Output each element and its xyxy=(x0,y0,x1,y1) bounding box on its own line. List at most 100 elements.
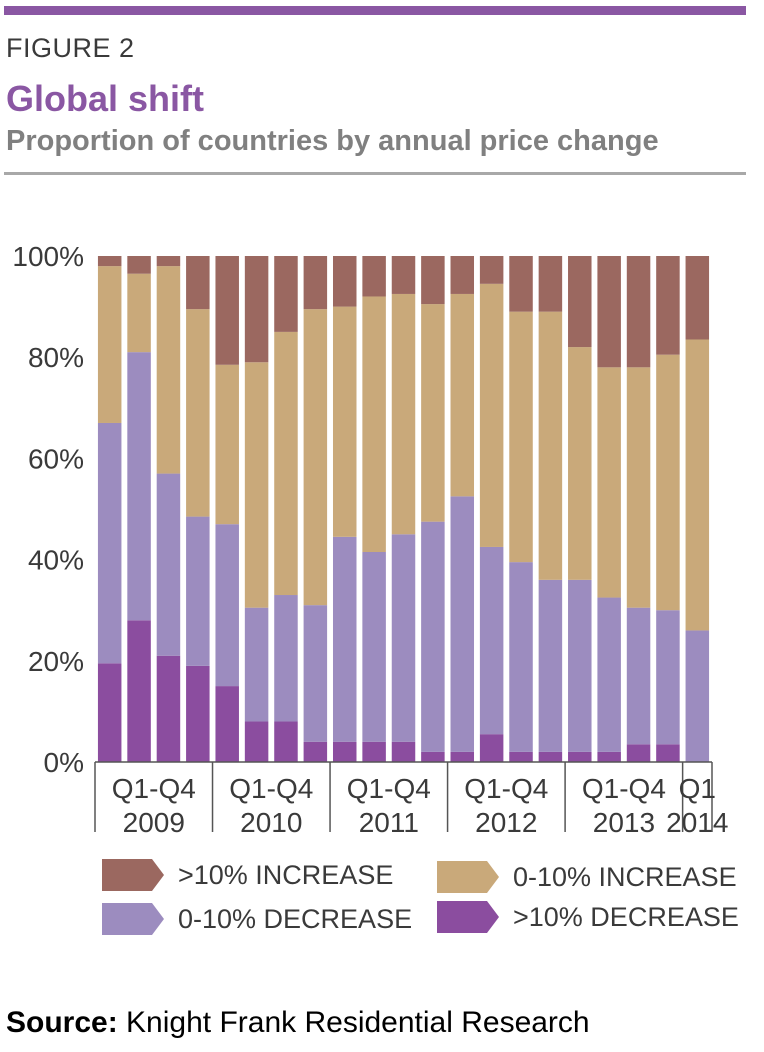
bar-segment xyxy=(451,496,475,752)
bar-segment xyxy=(421,256,445,304)
bar-segment xyxy=(186,517,210,666)
bar-segment xyxy=(509,256,533,312)
bar-segment xyxy=(597,367,621,597)
bar-segment xyxy=(480,734,504,762)
bar-segment xyxy=(186,256,210,309)
bar-segment xyxy=(568,347,592,580)
bar-segment xyxy=(451,256,475,294)
x-tick-label: 2013 xyxy=(593,807,655,838)
y-tick-label: 0% xyxy=(44,747,84,778)
bar-segment xyxy=(656,610,680,744)
x-tick-label: Q1-Q4 xyxy=(464,773,548,804)
bar-segment xyxy=(451,294,475,496)
bar-segment xyxy=(215,365,239,524)
legend-swatch-gt10-increase-icon xyxy=(102,859,164,891)
bar-segment xyxy=(686,339,710,630)
bar-segment xyxy=(127,352,151,620)
bar-segment xyxy=(304,256,328,309)
x-tick-label: Q1-Q4 xyxy=(582,773,666,804)
bar-segment xyxy=(451,752,475,762)
bar-segment xyxy=(686,630,710,762)
bar-segment xyxy=(421,304,445,522)
bar-segment xyxy=(656,744,680,762)
bar-segment xyxy=(245,256,269,362)
y-tick-label: 80% xyxy=(28,342,84,373)
x-tick-label: Q1-Q4 xyxy=(229,773,313,804)
x-tick-label: 2009 xyxy=(123,807,185,838)
bar-segment xyxy=(568,256,592,347)
bar-segment xyxy=(539,256,563,312)
bar-segment xyxy=(274,332,298,595)
bar-segment xyxy=(304,742,328,762)
bar-segment xyxy=(656,355,680,611)
bar-segment xyxy=(392,294,416,534)
legend-item-gt10-increase: >10% INCREASE xyxy=(102,859,393,891)
x-tick-label: 2011 xyxy=(359,807,419,838)
bar-segment xyxy=(362,256,386,296)
bar-segment xyxy=(509,752,533,762)
legend-item-0-10-decrease: 0-10% DECREASE xyxy=(102,903,412,935)
bar-segment xyxy=(333,307,357,537)
bar-segment xyxy=(627,367,651,607)
bar-segment xyxy=(127,620,151,762)
legend-swatch-0-10-increase-icon xyxy=(437,861,499,893)
bar-segment xyxy=(245,362,269,607)
bar-segment xyxy=(421,752,445,762)
legend-label: 0-10% DECREASE xyxy=(178,904,412,935)
y-tick-label: 60% xyxy=(28,443,84,474)
bar-segment xyxy=(597,598,621,752)
bar-segment xyxy=(245,722,269,762)
bar-segment xyxy=(274,595,298,722)
bar-segment xyxy=(539,580,563,752)
legend-item-0-10-increase: 0-10% INCREASE xyxy=(437,861,737,893)
bar-segment xyxy=(98,663,122,762)
legend-label: >10% DECREASE xyxy=(513,902,739,933)
bar-segment xyxy=(392,256,416,294)
legend-swatch-gt10-decrease-icon xyxy=(437,901,499,933)
bar-segment xyxy=(304,605,328,742)
bar-segment xyxy=(480,256,504,284)
bar-segment xyxy=(568,580,592,752)
x-tick-label: 2010 xyxy=(240,807,302,838)
bar-segment xyxy=(686,256,710,339)
bar-segment xyxy=(362,552,386,742)
bar-segment xyxy=(245,608,269,722)
bar-segment xyxy=(656,256,680,355)
bar-segment xyxy=(509,312,533,562)
bar-segment xyxy=(509,562,533,752)
bar-segment xyxy=(127,274,151,352)
x-tick-label: Q1 xyxy=(679,773,716,804)
x-axis: Q1-Q42009Q1-Q42010Q1-Q42011Q1-Q42012Q1-Q… xyxy=(95,762,728,838)
bar-segment xyxy=(215,686,239,762)
bar-segment xyxy=(392,534,416,741)
bar-segment xyxy=(539,752,563,762)
bar-segment xyxy=(627,256,651,367)
bar-segment xyxy=(568,752,592,762)
bar-segment xyxy=(215,524,239,686)
x-tick-label: 2014 xyxy=(666,807,728,838)
y-tick-label: 100% xyxy=(12,241,84,272)
x-tick-label: Q1-Q4 xyxy=(112,773,196,804)
bar-segment xyxy=(274,722,298,762)
bar-segment xyxy=(98,266,122,423)
source-text: Knight Frank Residential Research xyxy=(126,1006,590,1039)
bar-segment xyxy=(333,537,357,742)
bar-segment xyxy=(333,256,357,307)
bar-segment xyxy=(98,423,122,663)
bar-segment xyxy=(98,256,122,266)
bar-segment xyxy=(421,522,445,752)
bar-segment xyxy=(362,296,386,552)
legend-label: 0-10% INCREASE xyxy=(513,862,737,893)
bar-segment xyxy=(157,656,181,762)
bar-segment xyxy=(127,256,151,274)
bars-layer xyxy=(98,256,709,762)
bar-segment xyxy=(362,742,386,762)
legend-swatch-0-10-decrease-icon xyxy=(102,903,164,935)
source-label: Source: xyxy=(6,1006,118,1039)
legend-label: >10% INCREASE xyxy=(178,860,393,891)
bar-segment xyxy=(480,284,504,547)
bar-segment xyxy=(392,742,416,762)
bar-segment xyxy=(157,266,181,473)
bar-segment xyxy=(304,309,328,605)
bar-segment xyxy=(157,256,181,266)
